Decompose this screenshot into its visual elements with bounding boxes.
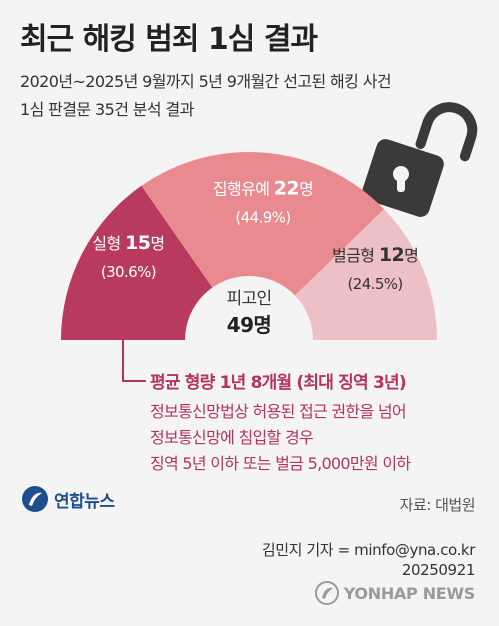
credit-date: 20250921: [401, 561, 476, 579]
pie-slice-1: [141, 151, 385, 340]
slice-unit-0: 명: [150, 234, 164, 253]
yonhap-logo-icon: [22, 486, 48, 512]
slice-unit-1: 명: [299, 180, 313, 199]
note-line-2: 정보통신망에 침입할 경우: [150, 428, 314, 447]
credit-reporter: 김민지 기자 = minfo@yna.co.kr: [261, 541, 476, 559]
slice-label-2: 벌금형 12명: [332, 244, 418, 266]
note-headline: 평균 형량 1년 8개월 (최대 징역 3년): [150, 373, 407, 393]
center-label: 피고인: [226, 289, 271, 309]
source-text: 자료: 대법원: [399, 496, 476, 514]
slice-unit-2: 명: [404, 246, 418, 265]
slice-percent-2: (24.5%): [348, 275, 403, 293]
page-title: 최근 해킹 범죄 1심 결과: [20, 22, 318, 57]
subtitle-line-1: 2020년~2025년 9월까지 5년 9개월간 선고된 해킹 사건: [20, 72, 392, 91]
slice-percent-0: (30.6%): [101, 263, 156, 281]
slice-category-0: 실형: [92, 234, 125, 253]
page-subtitle: 2020년~2025년 9월까지 5년 9개월간 선고된 해킹 사건 1심 판결…: [20, 68, 392, 124]
note-line-1: 정보통신망법상 허용된 접근 권한을 넘어: [150, 402, 407, 421]
pie-center-hole: [185, 276, 313, 404]
slice-label-0: 실형 15명: [92, 232, 164, 254]
credit: 김민지 기자 = minfo@yna.co.kr 20250921: [261, 540, 476, 580]
slice-percent-1: (44.9%): [235, 209, 290, 227]
subtitle-line-2: 1심 판결문 35건 분석 결과: [20, 100, 194, 119]
slice-category-2: 벌금형: [332, 246, 379, 265]
yonhap-logo: 연합뉴스: [20, 484, 115, 514]
slice-label-1: 집행유예 22명: [213, 178, 313, 200]
logo-text: 연합뉴스: [54, 491, 115, 512]
slice-value-2: 12: [379, 244, 404, 266]
note-connector: [122, 340, 146, 382]
slice-value-0: 15: [125, 232, 150, 254]
slice-category-1: 집행유예: [213, 180, 274, 199]
center-value: 49명: [227, 313, 271, 337]
sentence-note: 평균 형량 1년 8개월 (최대 징역 3년) 정보통신망법상 허용된 접근 권…: [150, 368, 411, 477]
watermark-text: YONHAP NEWS: [343, 583, 476, 603]
watermark: YONHAP NEWS: [314, 580, 475, 606]
open-lock-icon: [362, 102, 478, 217]
slice-value-1: 22: [274, 178, 299, 200]
slice-labels: 실형 15명(30.6%)집행유예 22명(44.9%)벌금형 12명(24.5…: [92, 178, 418, 293]
watermark-logo-icon: [314, 581, 339, 605]
note-line-3: 징역 5년 이하 또는 벌금 5,000만원 이하: [150, 454, 411, 473]
